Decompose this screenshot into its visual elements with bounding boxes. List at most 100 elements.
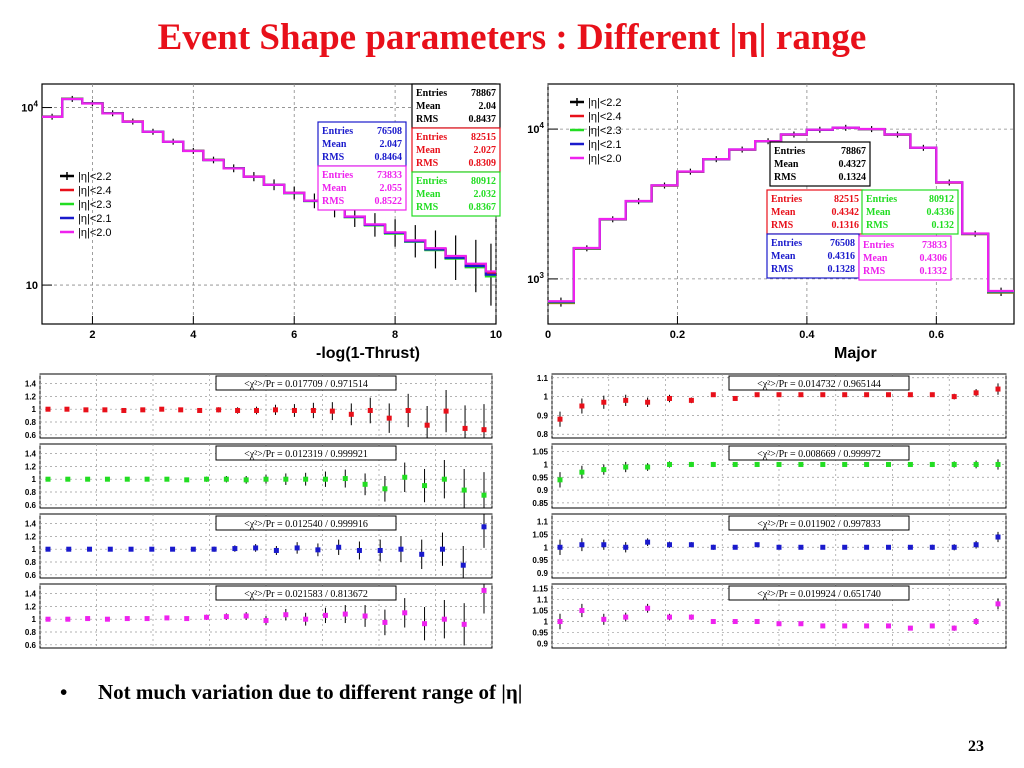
- ratio-point-blue: [754, 542, 760, 548]
- stats-key: Entries: [863, 240, 894, 251]
- ratio-point-magenta: [710, 619, 716, 625]
- ratio-point-red: [623, 397, 629, 403]
- x-axis-label: -log(1-Thrust): [316, 345, 420, 362]
- ratio-point-green: [601, 467, 607, 473]
- ratio-point-green: [342, 476, 348, 482]
- ratio-point-blue: [929, 544, 935, 550]
- ratio-point-red: [820, 392, 826, 398]
- legend-label: |η|<2.4: [78, 185, 112, 197]
- histogram-line-magenta: [42, 97, 496, 273]
- ratio-plot-red: 0.8 0.9 1 1.1 <χ²>/Pr = 0.014732 / 0.965144: [537, 373, 1007, 439]
- ratio-point-green: [951, 461, 957, 467]
- stats-key: RMS: [416, 158, 439, 169]
- ratio-label: <χ²>/Pr = 0.012319 / 0.999921: [244, 449, 368, 460]
- bullet-dot-icon: •: [60, 680, 68, 704]
- ratio-point-blue: [667, 542, 672, 548]
- ratio-label: <χ²>/Pr = 0.021583 / 0.813672: [244, 589, 368, 600]
- ratio-label-box: [728, 375, 910, 391]
- ratio-point-blue: [336, 544, 342, 550]
- stats-value: 2.032: [474, 189, 497, 200]
- ratio-point-red: [798, 392, 804, 398]
- ratio-point-red: [197, 407, 203, 413]
- ratio-point-red: [405, 407, 411, 413]
- ratio-point-green: [579, 469, 585, 475]
- stats-value: 82515: [834, 194, 859, 205]
- stats-box-blue: Entries 76508 Mean 2.047 RMS 0.8464: [317, 121, 407, 167]
- ratio-point-blue: [190, 546, 196, 552]
- stats-value: 2.027: [474, 145, 497, 156]
- legend-label: |η|<2.3: [588, 125, 622, 137]
- ratio-point-magenta: [798, 621, 804, 627]
- ratio-point-magenta: [124, 616, 130, 622]
- stats-key: Mean: [866, 207, 891, 218]
- stats-box-frame: [411, 171, 501, 217]
- ratio-point-magenta: [45, 616, 51, 622]
- ratio-point-magenta: [144, 616, 150, 622]
- ratio-point-magenta: [85, 616, 91, 622]
- ratio-point-magenta: [645, 605, 651, 611]
- ratio-point-red: [254, 407, 260, 413]
- stats-box-frame: [858, 235, 952, 281]
- ratio-point-green: [204, 476, 210, 482]
- ratio-point-red: [557, 416, 563, 422]
- ratio-point-magenta: [422, 621, 428, 627]
- stats-key: Mean: [774, 159, 799, 170]
- x-tick-label: 4: [190, 329, 197, 341]
- ratio-point-magenta: [481, 587, 487, 593]
- stats-key: RMS: [774, 172, 797, 183]
- ratio-point-red: [235, 407, 241, 413]
- ratio-y-tick-label: 1: [544, 543, 549, 552]
- legend-label: |η|<2.0: [78, 227, 112, 239]
- ratio-plot-green: 0.85 0.9 0.95 1 1.05 <χ²>/Pr = 0.008669 / 0.9…: [532, 443, 1007, 509]
- ratio-point-red: [45, 406, 51, 412]
- ratio-y-tick-label: 1.2: [25, 602, 37, 611]
- ratio-plot-blue: 0.9 0.95 1 1.05 1.1 <χ²>/Pr = 0.011902 / 0.99…: [532, 513, 1007, 579]
- x-tick-label: 0.6: [929, 329, 944, 341]
- ratio-label-box: [215, 585, 397, 601]
- ratio-point-blue: [66, 546, 72, 552]
- stats-box-black: Entries 78867 Mean 2.04 RMS 0.8437: [411, 83, 501, 129]
- ratio-point-blue: [951, 544, 957, 550]
- ratio-point-magenta: [322, 612, 328, 618]
- ratio-point-blue: [356, 547, 362, 553]
- ratio-point-green: [798, 461, 804, 467]
- ratio-point-red: [667, 395, 672, 401]
- stats-value: 0.1324: [839, 172, 867, 183]
- ratio-y-tick-label: 0.6: [25, 501, 37, 510]
- ratio-point-red: [973, 390, 979, 396]
- ratio-point-red: [64, 406, 70, 412]
- stats-value: 78867: [471, 88, 496, 99]
- ratio-point-green: [144, 476, 150, 482]
- ratio-point-magenta: [688, 614, 694, 620]
- y-tick-label: 104: [21, 100, 38, 115]
- ratio-point-red: [140, 407, 146, 413]
- ratio-label-box: [728, 445, 910, 461]
- ratio-point-magenta: [776, 621, 782, 627]
- ratio-point-blue: [842, 544, 848, 550]
- ratio-point-green: [45, 476, 51, 482]
- stats-value: 0.8437: [469, 114, 497, 125]
- ratio-y-tick-label: 1.2: [25, 532, 37, 541]
- ratio-point-magenta: [362, 613, 368, 619]
- ratio-point-green: [776, 461, 782, 467]
- ratio-point-magenta: [184, 616, 190, 622]
- ratio-chart-right: 0.80.911.1<χ²>/Pr = 0.014732 / 0.9651440…: [532, 373, 1007, 649]
- ratio-y-tick-label: 1: [32, 615, 37, 624]
- ratio-point-red: [886, 392, 891, 398]
- ratio-point-green: [263, 476, 269, 482]
- ratio-point-green: [667, 461, 672, 467]
- stats-value: 0.1332: [920, 266, 948, 277]
- ratio-y-tick-label: 1.4: [25, 380, 37, 389]
- ratio-point-green: [907, 461, 913, 467]
- ratio-point-red: [216, 407, 222, 413]
- ratio-point-green: [754, 461, 760, 467]
- ratio-point-blue: [688, 542, 694, 548]
- stats-key: Mean: [771, 207, 796, 218]
- ratio-point-magenta: [842, 623, 848, 629]
- stats-value: 76508: [377, 126, 402, 137]
- stats-key: RMS: [322, 196, 345, 207]
- stats-key: Entries: [322, 170, 353, 181]
- ratio-plot-magenta: 0.9 0.95 1 1.05 1.1 1.15 <χ²>/Pr = 0.019924 / …: [532, 583, 1007, 649]
- stats-key: Entries: [771, 194, 802, 205]
- ratio-point-green: [243, 477, 249, 483]
